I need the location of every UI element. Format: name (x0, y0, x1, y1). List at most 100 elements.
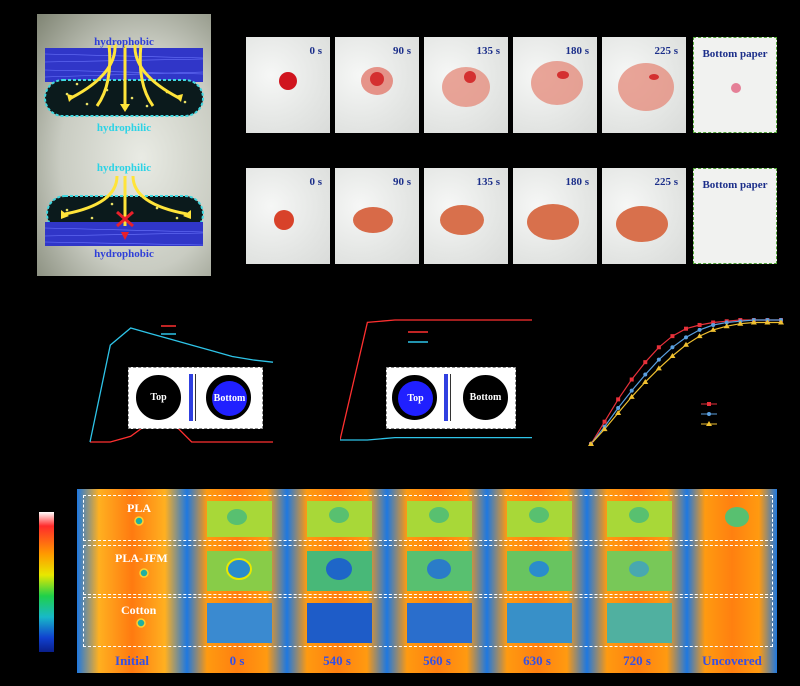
series-line-yellow (590, 321, 781, 445)
data-point (615, 410, 622, 415)
data-point (655, 365, 662, 371)
thermal-column: Initial (77, 489, 187, 673)
data-point (737, 320, 744, 326)
left-inset: Top Bottom (128, 367, 263, 429)
legend (701, 402, 717, 426)
data-point (642, 379, 649, 384)
time-label: 0 s (309, 45, 322, 57)
top2-hydrophilic-label: hydrophilic (96, 162, 152, 174)
top-disc: Top (391, 374, 438, 421)
temperature-colorbar (39, 512, 54, 652)
faint-stain-image (731, 83, 741, 93)
stain-image (618, 63, 674, 111)
time-label: 135 s (476, 176, 500, 188)
patch-row-pla (207, 501, 749, 537)
time-label: 135 s (476, 45, 500, 57)
data-point (628, 393, 635, 399)
photo-tile: 0 s (246, 37, 330, 133)
membrane-bar (189, 374, 193, 421)
bottom-paper-tile: Bottom paper (693, 168, 777, 264)
data-point (643, 372, 648, 377)
data-point (656, 345, 661, 350)
photo-tile: 135 s (424, 168, 508, 264)
data-point (629, 377, 634, 382)
bottom-blue-spot: Bottom (212, 381, 247, 416)
bottom-hydrophobic-label: hydrophobic (94, 248, 154, 260)
left-line-chart (88, 325, 278, 443)
droplet-image (274, 210, 294, 230)
data-point (602, 419, 607, 424)
data-point (656, 357, 661, 362)
column-label: 540 s (323, 653, 351, 668)
photo-tile: 180 s (513, 168, 597, 264)
legend-marker-red (707, 402, 711, 406)
data-point (601, 426, 608, 432)
bottom-paper-label: Bottom paper (702, 48, 768, 60)
stain-image (531, 61, 583, 105)
data-point (629, 388, 634, 393)
series-line-red (90, 420, 273, 443)
legend-marker-blue (707, 412, 711, 416)
stain-image (353, 207, 393, 233)
column-label: Uncovered (702, 653, 762, 668)
time-label: 180 s (565, 45, 589, 57)
sample-patches (134, 501, 749, 643)
series-line-cyan (89, 327, 274, 443)
column-label: Initial (115, 653, 149, 668)
stain-image (616, 206, 668, 242)
photo-tile: 90 s (335, 168, 419, 264)
stain-image (361, 67, 393, 95)
data-point (697, 322, 702, 327)
time-label: 225 s (654, 45, 678, 57)
data-point (670, 345, 675, 350)
bottom-disc: Bottom (205, 374, 252, 421)
schematic-drawing (44, 43, 204, 246)
divider (450, 374, 451, 421)
data-point (643, 360, 648, 365)
middle-line-chart (340, 319, 532, 441)
legend-marker-yellow (706, 421, 712, 426)
row-outline (83, 495, 773, 541)
row-outline (83, 597, 773, 647)
photo-row-1: 0 s 90 s 135 s 180 s 225 s Bottom paper (246, 37, 781, 133)
membrane-bar (444, 374, 448, 421)
data-point (588, 441, 594, 446)
wetting-schematic: hydrophobic hydrophilic hydrophilic hydr… (37, 14, 211, 276)
thermal-image-strip: Initial 0 s 540 s 560 s 630 s 720 s Unco… (77, 489, 777, 673)
data-point (723, 323, 730, 329)
data-point (684, 326, 688, 331)
data-point (750, 319, 757, 325)
series-markers (588, 318, 784, 446)
top-hydrophobic-label: hydrophobic (94, 36, 154, 48)
data-point (696, 333, 703, 339)
data-point (710, 326, 717, 332)
divider (195, 374, 196, 421)
data-point (616, 406, 621, 411)
stain-image (440, 205, 484, 235)
patch-row-pla-jfm (207, 551, 672, 591)
photo-tile: 135 s (424, 37, 508, 133)
row-outline (83, 545, 773, 595)
patch-row-cotton (207, 603, 672, 643)
middle-inset: Top Bottom (386, 367, 516, 429)
photo-tile: 180 s (513, 37, 597, 133)
data-point (778, 319, 784, 325)
bottom-paper-label: Bottom paper (702, 179, 768, 191)
column-label: 0 s (229, 653, 245, 668)
series-line-red (340, 319, 532, 441)
right-line-chart (588, 318, 784, 446)
row-label-cotton: Cotton (121, 603, 157, 617)
photo-tile: 225 s (602, 168, 686, 264)
series-line-cyan (340, 436, 532, 441)
data-point (724, 320, 729, 325)
mid-hydrophilic-label: hydrophilic (96, 122, 152, 134)
top-blue-spot: Top (398, 381, 433, 416)
photo-tile: 225 s (602, 37, 686, 133)
top-disc: Top (135, 374, 182, 421)
bottom-disc: Bottom (462, 374, 509, 421)
photo-row-2: 0 s 90 s 135 s 180 s 225 s Bottom paper (246, 168, 781, 264)
data-point (711, 322, 716, 327)
data-point (616, 397, 621, 402)
time-label: 0 s (309, 176, 322, 188)
data-point (670, 334, 675, 339)
